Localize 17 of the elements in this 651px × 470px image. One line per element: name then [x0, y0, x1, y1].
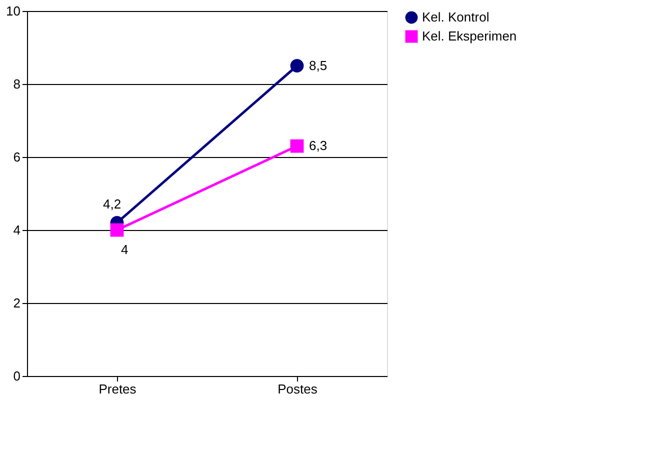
legend-label: Kel. Kontrol [422, 10, 490, 24]
y-tick-label: 2 [13, 296, 20, 310]
data-label: 4 [121, 242, 128, 257]
point [290, 59, 304, 72]
point [290, 139, 304, 153]
point [110, 223, 124, 237]
y-tick-label: 4 [13, 222, 20, 238]
y-tick-label: 6 [13, 150, 20, 164]
x-tick-label: Postes [278, 382, 318, 396]
y-tick-label: 10 [6, 4, 20, 18]
data-label: 6,3 [309, 138, 328, 154]
data-label: 8,5 [309, 58, 328, 73]
y-tick-label: 8 [13, 76, 20, 92]
x-tick-label: Pretes [98, 382, 137, 396]
y-tick-label: 0 [13, 368, 20, 384]
legend-label: Kel. Eksperimen [422, 28, 517, 44]
data-label: 4,2 [103, 196, 122, 212]
